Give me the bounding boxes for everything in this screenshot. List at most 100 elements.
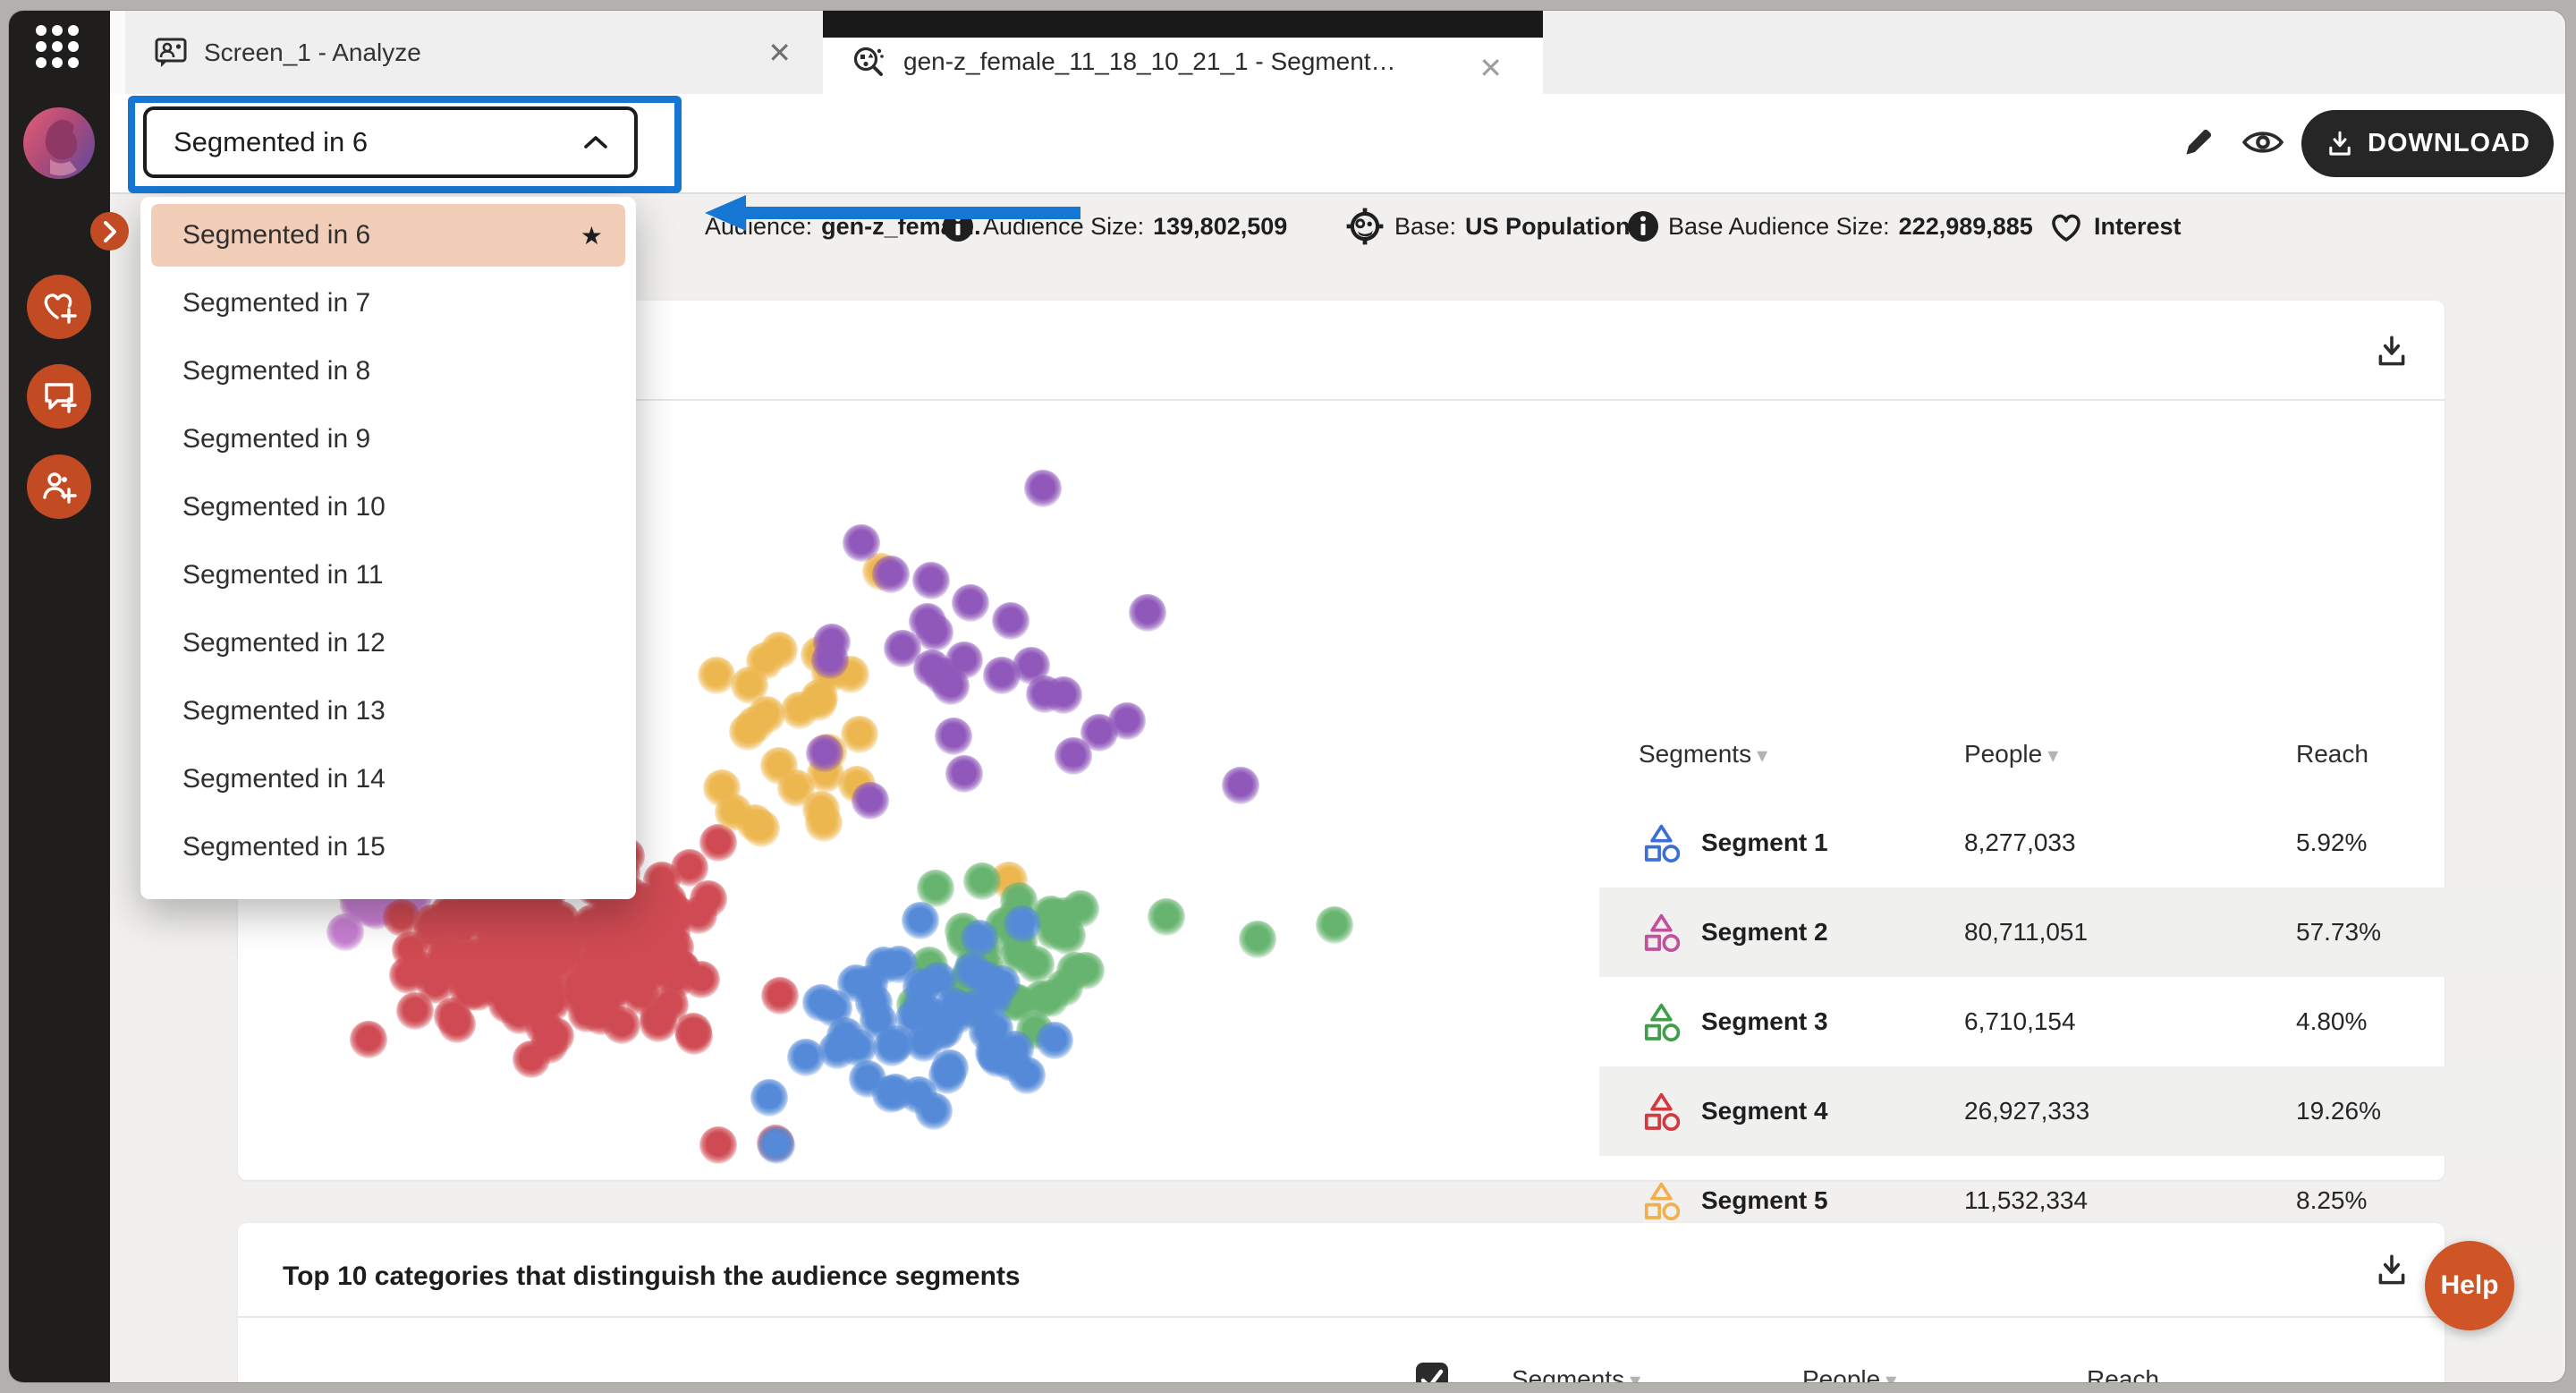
segment-name: Segment 5: [1701, 1186, 1828, 1214]
pencil-icon: [2186, 129, 2212, 155]
sort-down-icon[interactable]: ▾: [2047, 743, 2059, 768]
persona-analyze-icon: [154, 36, 188, 70]
segmentation-option[interactable]: Segmented in 10: [151, 476, 625, 539]
segment-reach: 8.25%: [2296, 1186, 2368, 1214]
segment-people: 26,927,333: [1964, 1097, 2090, 1125]
close-icon[interactable]: ✕: [1479, 52, 1503, 84]
heart-plus-icon: [44, 293, 77, 324]
select-all-checkbox[interactable]: [1416, 1363, 1448, 1382]
column-header-segments[interactable]: Segments ▾: [1512, 1365, 1640, 1382]
segmentation-icon: [852, 44, 887, 80]
segmentation-option-label: Segmented in 13: [182, 696, 386, 726]
add-interest-button[interactable]: [27, 275, 91, 339]
sort-down-icon: ▾: [1885, 1369, 1897, 1382]
app-window: Segments ▾ People ▾ Reach Segment 1 8,277,…: [9, 11, 2565, 1382]
segmentation-option[interactable]: Segmented in 15: [151, 816, 625, 879]
segment-name: Segment 2: [1701, 918, 1828, 946]
segmentation-option[interactable]: Segmented in 6 ★: [151, 204, 625, 267]
segmentation-option-label: Segmented in 8: [182, 356, 371, 386]
info-interest: Interest: [2047, 192, 2182, 260]
user-avatar[interactable]: [23, 107, 95, 179]
column-header-reach: Reach: [2087, 1365, 2159, 1382]
segment-row[interactable]: Segment 5 11,532,334 8.25%: [1599, 1156, 2565, 1245]
edit-button[interactable]: [2178, 122, 2219, 163]
column-header-people[interactable]: People ▾: [1802, 1365, 1896, 1382]
segment-row[interactable]: Segment 2 80,711,051 57.73%: [1599, 888, 2565, 977]
segmentation-count-select[interactable]: Segmented in 6: [143, 106, 638, 178]
add-person-button[interactable]: [27, 454, 91, 519]
segment-reach: 4.80%: [2296, 1007, 2368, 1035]
annotation-highlight-box: [128, 96, 682, 193]
segment-shapes-icon: [1641, 1091, 1682, 1132]
segment-name: Segment 4: [1701, 1097, 1828, 1125]
audience-size-label: Audience Size:: [983, 212, 1145, 240]
segmentation-option[interactable]: Segmented in 13: [151, 680, 625, 743]
segmentation-option-label: Segmented in 6: [182, 220, 371, 250]
segment-shapes-icon: [1641, 1180, 1682, 1221]
segmentation-option-label: Segmented in 10: [182, 492, 386, 522]
segmentation-option[interactable]: Segmented in 11: [151, 544, 625, 607]
base-label: Base:: [1394, 212, 1457, 240]
preview-button[interactable]: [2241, 126, 2284, 158]
segmentation-option[interactable]: Segmented in 12: [151, 612, 625, 675]
tab-bar: Screen_1 - Analyze ✕ gen-z_female_11_18_…: [110, 11, 2565, 94]
info-audience-size: Audience Size: 139,802,509: [942, 192, 1287, 260]
segment-people: 6,710,154: [1964, 1007, 2076, 1035]
tab-title: Screen_1 - Analyze: [204, 38, 421, 66]
segment-reach: 5.92%: [2296, 828, 2368, 856]
chart-download-button[interactable]: [2373, 333, 2411, 373]
segmentation-option-label: Segmented in 12: [182, 628, 386, 658]
download-icon: [2378, 336, 2405, 366]
column-header-segments[interactable]: Segments ▾: [1639, 740, 1768, 768]
segmentation-option-label: Segmented in 15: [182, 832, 386, 862]
interest-label: Interest: [2094, 212, 2182, 240]
categories-card-title: Top 10 categories that distinguish the a…: [283, 1261, 1021, 1291]
toolbar: Segmented in 6 DOWNLOAD: [110, 94, 2565, 231]
tab-segmentation[interactable]: gen-z_female_11_18_10_21_1 - Segmentati.…: [823, 11, 1543, 94]
segmentation-option-label: Segmented in 14: [182, 764, 386, 794]
info-icon: [1628, 211, 1658, 242]
download-button-label: DOWNLOAD: [2368, 129, 2530, 157]
download-icon: [2329, 131, 2351, 156]
segmentation-option[interactable]: Segmented in 14: [151, 748, 625, 811]
segment-row[interactable]: Segment 4 26,927,333 19.26%: [1599, 1066, 2565, 1156]
help-button[interactable]: Help: [2425, 1241, 2514, 1330]
segmentation-dropdown-menu: Segmented in 6 ★ Segmented in 7 Segmente…: [140, 197, 636, 899]
card-header-divider: [238, 1316, 2445, 1318]
segmentation-option-label: Segmented in 7: [182, 288, 371, 318]
audience-label: Audience:: [705, 212, 813, 240]
base-icon: [1346, 208, 1384, 245]
segment-name: Segment 3: [1701, 1007, 1828, 1035]
base-audience-size-label: Base Audience Size:: [1668, 212, 1890, 240]
segment-shapes-icon: [1641, 912, 1682, 953]
column-header-reach: Reach: [2296, 740, 2368, 768]
info-base: Base: US Population: [1344, 192, 1631, 260]
segment-shapes-icon: [1641, 822, 1682, 863]
column-header-people[interactable]: People ▾: [1964, 740, 2059, 768]
segmentation-option[interactable]: Segmented in 7: [151, 272, 625, 335]
segment-name: Segment 1: [1701, 828, 1828, 856]
sort-down-icon[interactable]: ▾: [1757, 743, 1768, 768]
download-button[interactable]: DOWNLOAD: [2301, 110, 2554, 177]
check-icon: [1420, 1369, 1444, 1382]
eye-icon: [2241, 132, 2284, 153]
sort-down-icon: ▾: [1630, 1369, 1641, 1382]
add-note-button[interactable]: [27, 364, 91, 429]
segmentation-option[interactable]: Segmented in 8: [151, 340, 625, 403]
tab-screen1-analyze[interactable]: Screen_1 - Analyze ✕: [125, 11, 820, 94]
base-value: US Population: [1465, 212, 1631, 240]
heart-icon: [2052, 214, 2080, 242]
apps-grid-icon[interactable]: [36, 25, 79, 68]
segment-row[interactable]: Segment 1 8,277,033 5.92%: [1599, 798, 2565, 888]
sidebar-expand-button[interactable]: [90, 212, 129, 251]
audience-size-value: 139,802,509: [1153, 212, 1288, 240]
tab-title: gen-z_female_11_18_10_21_1 - Segmentati.…: [903, 47, 1404, 75]
avatar-photo: [45, 119, 77, 176]
segmentation-count-value: Segmented in 6: [174, 126, 369, 157]
segmentation-option[interactable]: Segmented in 9: [151, 408, 625, 471]
categories-card: Top 10 categories that distinguish the a…: [238, 1223, 2445, 1382]
chevron-right-icon: [103, 220, 116, 242]
categories-download-button[interactable]: [2373, 1252, 2411, 1292]
segment-row[interactable]: Segment 3 6,710,154 4.80%: [1599, 977, 2565, 1066]
close-icon[interactable]: ✕: [767, 36, 792, 69]
